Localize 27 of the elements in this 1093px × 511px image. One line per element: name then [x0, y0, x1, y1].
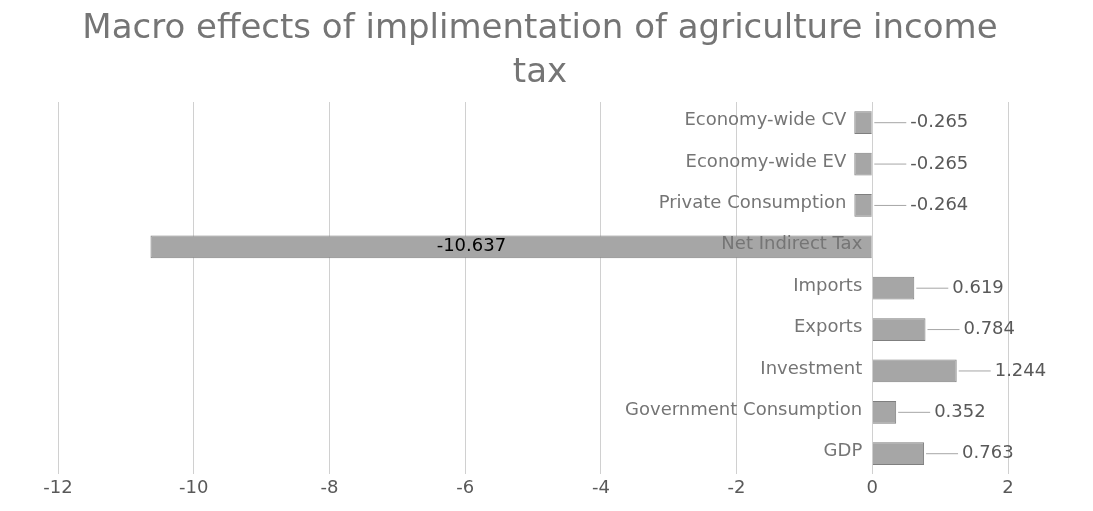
x-tick-label: -6 — [456, 475, 475, 497]
data-label: 1.244 — [994, 358, 1047, 380]
y-tick-label: Investment — [760, 356, 863, 378]
data-label: 0.763 — [962, 441, 1014, 463]
data-label: -10.637 — [436, 234, 507, 256]
data-label: -0.265 — [910, 151, 969, 173]
x-tick-label: 0 — [866, 475, 879, 497]
y-tick-label: Net Indirect Tax — [721, 232, 863, 254]
x-tick-label: -8 — [320, 475, 339, 497]
x-tick-label: -4 — [591, 475, 610, 497]
y-tick-label: Economy-wide EV — [685, 149, 847, 171]
data-label: 0.784 — [963, 317, 1016, 339]
data-label: 0.619 — [952, 275, 1004, 297]
x-tick-label: -10 — [179, 475, 209, 497]
data-label: -0.264 — [910, 193, 969, 215]
data-label: 0.352 — [934, 400, 986, 422]
y-tick-label: GDP — [823, 439, 863, 461]
x-tick-label: -2 — [727, 475, 746, 497]
chart-title: Macro effects of implimentation of agriculture income tax — [81, 5, 999, 92]
y-tick-label: Government Consumption — [625, 398, 863, 420]
data-label: -0.265 — [910, 110, 969, 132]
y-tick-label: Exports — [793, 315, 863, 337]
x-tick-label: -12 — [43, 475, 73, 497]
x-tick-label: 2 — [1002, 475, 1014, 497]
y-tick-label: Economy-wide CV — [684, 108, 847, 130]
y-tick-label: Private Consumption — [658, 191, 847, 213]
y-tick-label: Imports — [793, 273, 863, 295]
